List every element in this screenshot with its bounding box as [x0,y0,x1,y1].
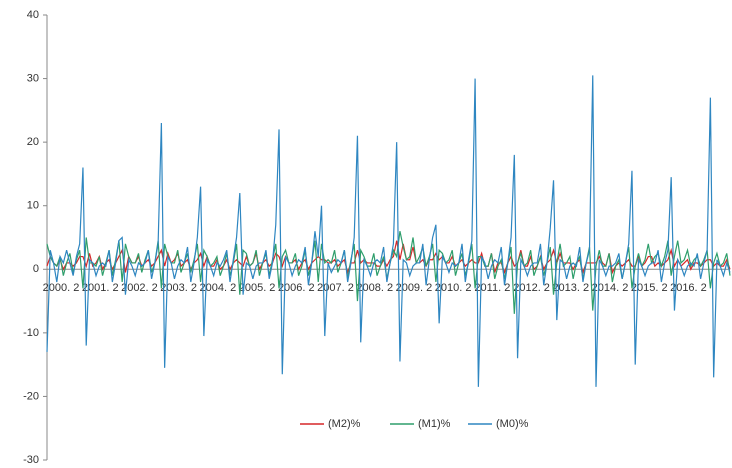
x-tick-label: 2007. 2 [317,282,354,294]
x-tick-label: 2002. 2 [121,282,158,294]
y-tick-label: 40 [27,9,39,21]
legend-label: (M1)% [418,418,451,430]
legend-label: (M0)% [496,418,529,430]
x-tick-label: 2003. 2 [160,282,197,294]
x-tick-label: 2001. 2 [82,282,119,294]
y-tick-label: 30 [27,72,39,84]
y-tick-label: -30 [23,454,39,466]
legend-label: (M2)% [328,418,361,430]
x-tick-label: 2008. 2 [356,282,393,294]
x-tick-label: 2011. 2 [474,282,510,294]
x-tick-label: 2010. 2 [435,282,472,294]
x-tick-label: 2004. 2 [200,282,237,294]
y-tick-label: 10 [27,200,39,212]
x-tick-label: 2005. 2 [239,282,276,294]
x-tick-label: 2014. 2 [592,282,629,294]
x-tick-label: 2013. 2 [552,282,589,294]
x-tick-label: 2012. 2 [513,282,550,294]
y-tick-label: -10 [23,327,39,339]
y-tick-label: -20 [23,390,39,402]
x-tick-label: 2015. 2 [631,282,668,294]
x-tick-label: 2006. 2 [278,282,315,294]
x-tick-label: 2009. 2 [396,282,433,294]
y-tick-label: 20 [27,136,39,148]
series-line [46,75,731,387]
x-tick-label: 2016. 2 [670,282,707,294]
y-tick-label: 0 [33,263,39,275]
x-tick-label: 2000. 2 [43,282,80,294]
